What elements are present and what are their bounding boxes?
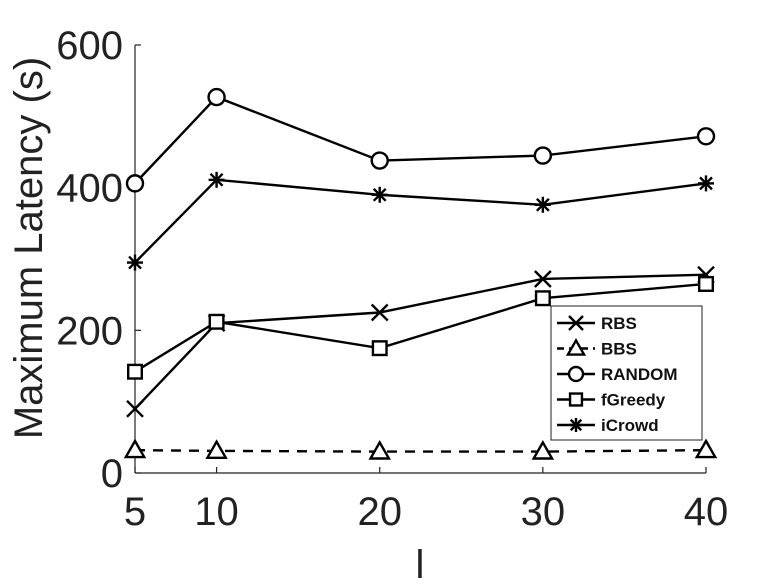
point-fgreedy: [126, 363, 143, 380]
x-axis-label: l: [416, 543, 425, 584]
point-bbs: [531, 439, 555, 460]
point-rbs: [126, 399, 144, 418]
legend-label: iCrowd: [601, 416, 659, 435]
legend-label: RANDOM: [601, 365, 678, 384]
point-random: [125, 174, 145, 193]
legend-marker-random: [567, 365, 585, 383]
point-random: [533, 146, 553, 165]
y-tick-label: 0: [101, 452, 123, 496]
point-icrowd: [371, 186, 388, 203]
y-tick-label: 400: [56, 167, 123, 211]
point-rbs: [370, 303, 389, 322]
point-rbs: [534, 270, 552, 288]
legend-item-random: RANDOM: [557, 365, 678, 384]
y-axis-label: Maximum Latency (s): [7, 57, 51, 439]
point-bbs: [123, 438, 147, 459]
x-tick-label: 40: [684, 490, 729, 534]
legend-marker-fgreedy: [568, 392, 584, 407]
series-line-bbs: [134, 448, 707, 453]
point-bbs: [694, 438, 718, 459]
series-bbs: [123, 438, 718, 460]
legend-label: RBS: [601, 314, 637, 333]
x-tick-label: 10: [194, 490, 239, 534]
series-fgreedy: [126, 275, 715, 380]
point-bbs: [368, 439, 391, 460]
point-fgreedy: [534, 290, 551, 307]
point-icrowd: [208, 171, 225, 188]
point-fgreedy: [371, 340, 388, 357]
series-random: [125, 87, 716, 193]
chart-series-layer: [123, 87, 718, 460]
series-line-icrowd: [134, 178, 707, 264]
legend-label: fGreedy: [601, 391, 666, 410]
legend-marker-rbs: [568, 315, 584, 331]
x-tick-label: 30: [521, 490, 566, 534]
legend-label: BBS: [601, 340, 637, 359]
series-icrowd: [127, 171, 714, 271]
series-rbs: [126, 265, 715, 418]
legend-item-icrowd: iCrowd: [557, 416, 659, 435]
point-bbs: [205, 439, 228, 459]
legend-marker-icrowd: [569, 418, 583, 432]
point-random: [370, 151, 389, 170]
point-fgreedy: [698, 275, 715, 292]
point-icrowd: [698, 175, 714, 192]
point-fgreedy: [208, 313, 225, 330]
y-tick-label: 600: [56, 24, 123, 68]
point-icrowd: [127, 254, 143, 271]
y-tick-label: 200: [56, 309, 123, 353]
point-icrowd: [534, 196, 551, 213]
chart-legend: RBS BBS RANDOM fGreedy iCrowd: [550, 305, 703, 441]
point-random: [207, 87, 226, 107]
legend-item-rbs: RBS: [557, 314, 637, 333]
chart-tick-labels: 0 200 400 600 5 10 20 30 40: [56, 24, 728, 534]
x-tick-label: 20: [357, 490, 402, 534]
point-random: [696, 127, 716, 146]
legend-item-fgreedy: fGreedy: [557, 391, 666, 410]
x-tick-label: 5: [124, 490, 146, 534]
series-line-random: [134, 95, 707, 185]
legend-marker-bbs: [565, 338, 587, 356]
legend-item-bbs: BBS: [557, 338, 637, 359]
